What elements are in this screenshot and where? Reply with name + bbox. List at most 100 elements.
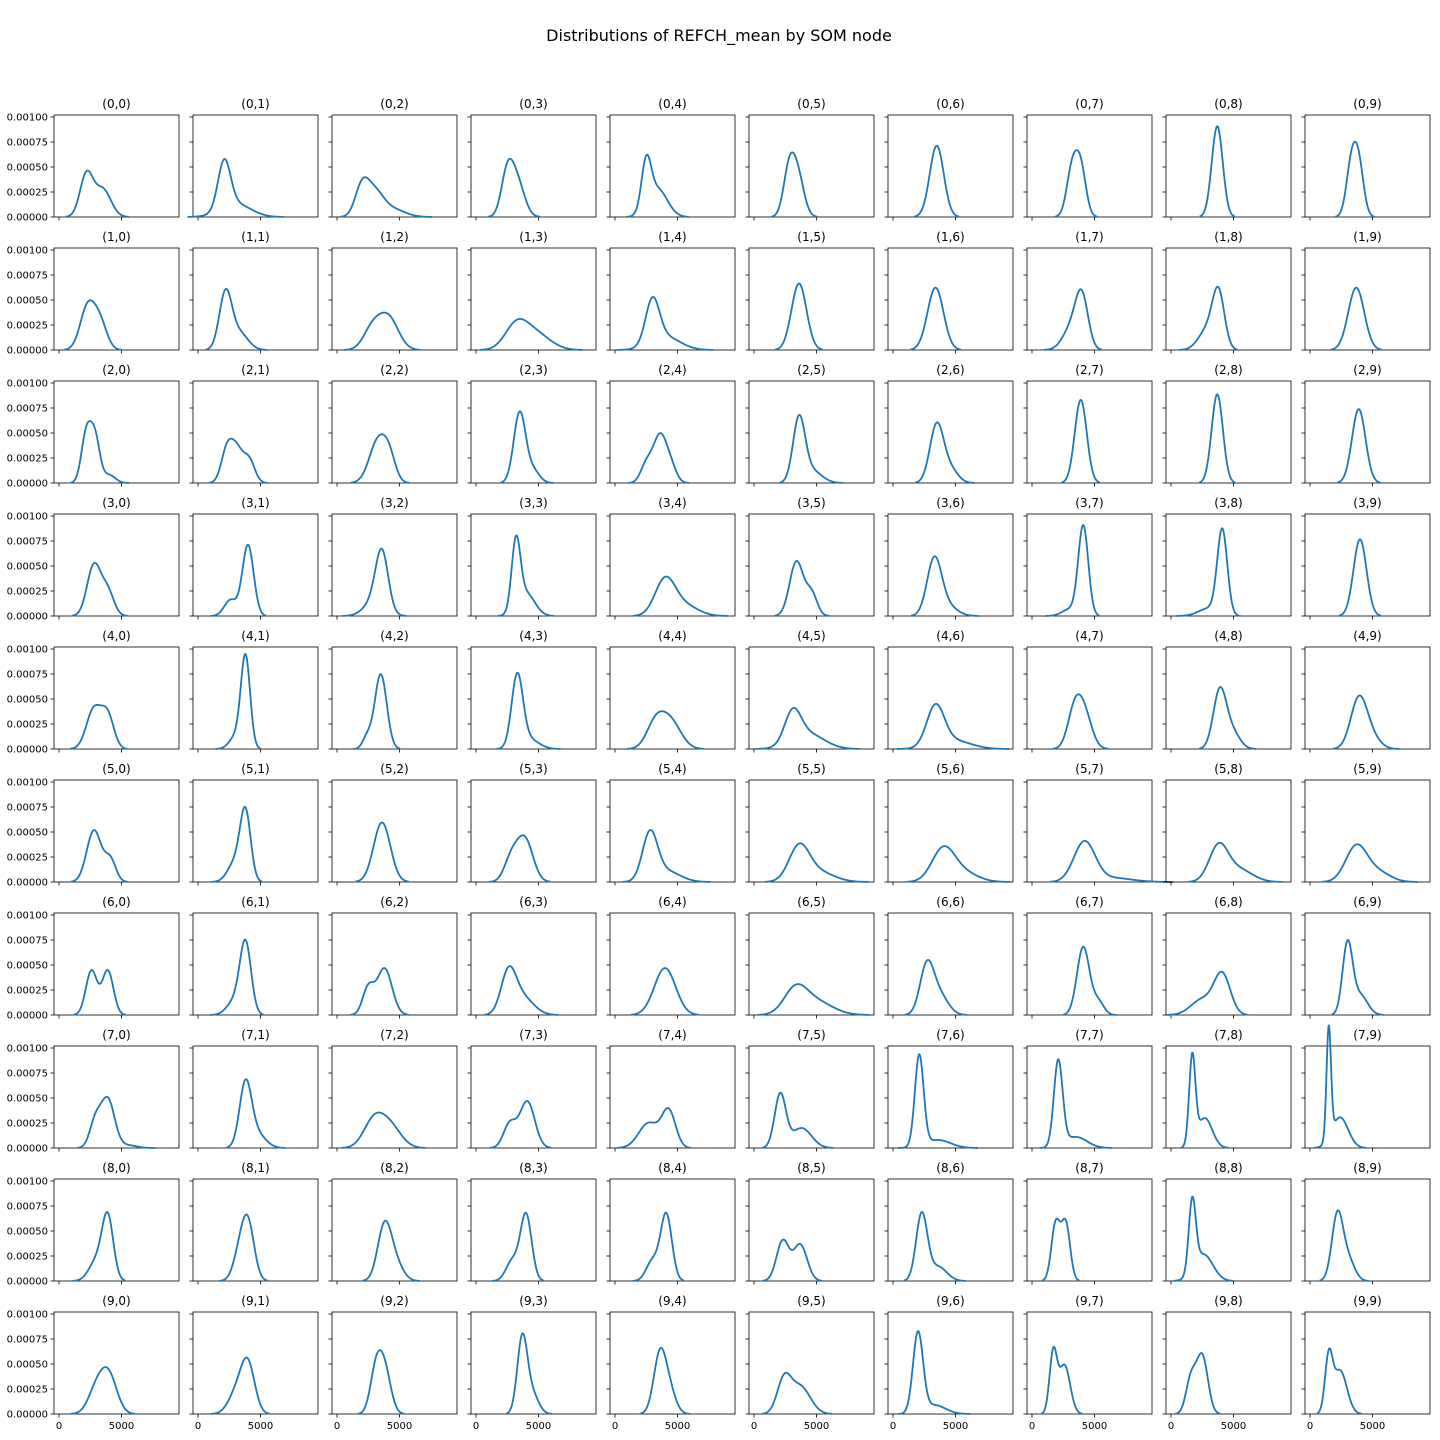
axes-frame	[609, 779, 736, 883]
subplot-8-2: (8,2)	[328, 1161, 458, 1285]
subplot-title: (5,1)	[241, 762, 269, 776]
x-tick-label: 5000	[526, 1421, 551, 1432]
axes-frame	[470, 247, 597, 351]
y-tick-label: 0.00050	[7, 163, 48, 174]
density-line	[70, 829, 129, 883]
subplot-2-5: (2,5)	[745, 363, 875, 487]
density-line	[1175, 527, 1242, 617]
density-line	[343, 311, 421, 351]
subplot-title: (9,4)	[658, 1294, 686, 1308]
subplot-9-4: (9,4) 0 5000	[606, 1294, 736, 1432]
density-line	[1051, 693, 1110, 750]
density-line	[488, 834, 552, 883]
y-tick-label: 0.00025	[7, 720, 48, 731]
subplot-title: (9,1)	[241, 1294, 269, 1308]
y-tick-label: 0.00100	[7, 645, 48, 656]
subplot-title: (2,3)	[519, 363, 547, 377]
density-line	[897, 1053, 979, 1149]
subplot-title: (0,4)	[658, 97, 686, 111]
subplot-5-1: (5,1)	[189, 762, 319, 886]
density-line	[495, 671, 562, 750]
axes-frame	[609, 114, 736, 218]
subplot-title: (4,0)	[102, 629, 130, 643]
subplot-6-9: (6,9)	[1301, 895, 1431, 1019]
axes-frame	[1165, 646, 1292, 750]
density-line	[626, 710, 705, 750]
axes-frame	[609, 912, 736, 1016]
subplot-9-9: (9,9) 0 5000	[1301, 1294, 1431, 1432]
axes-frame	[470, 912, 597, 1016]
x-tick-label: 0	[612, 1421, 618, 1432]
subplot-title: (7,3)	[519, 1028, 547, 1042]
density-line	[69, 704, 129, 750]
subplot-title: (9,5)	[797, 1294, 825, 1308]
subplot-2-1: (2,1)	[189, 363, 319, 487]
density-line	[1174, 1352, 1221, 1415]
subplot-title: (8,9)	[1353, 1161, 1381, 1175]
y-tick-label: 0.00050	[7, 1094, 48, 1105]
subplot-title: (9,0)	[102, 1294, 130, 1308]
x-tick-label: 5000	[1360, 1421, 1385, 1432]
subplot-4-2: (4,2)	[328, 629, 458, 753]
subplot-title: (5,6)	[936, 762, 964, 776]
y-tick-label: 0.00100	[7, 778, 48, 789]
subplot-title: (6,3)	[519, 895, 547, 909]
density-line	[349, 433, 411, 484]
y-tick-label: 0.00100	[7, 379, 48, 390]
y-tick-label: 0.00075	[7, 138, 48, 149]
subplot-3-3: (3,3)	[467, 496, 597, 620]
axes-frame	[1304, 779, 1431, 883]
subplot-0-2: (0,2)	[328, 97, 458, 221]
subplot-title: (6,6)	[936, 895, 964, 909]
x-tick-label: 0	[334, 1421, 340, 1432]
subplot-0-0: (0,0) 0.00000 0.00025 0.00050 0.00075 0.00100	[7, 97, 180, 224]
subplot-2-7: (2,7)	[1023, 363, 1153, 487]
y-tick-label: 0.00075	[7, 803, 48, 814]
subplot-title: (9,6)	[936, 1294, 964, 1308]
y-tick-label: 0.00075	[7, 670, 48, 681]
subplot-3-7: (3,7)	[1023, 496, 1153, 620]
axes-frame	[1165, 247, 1292, 351]
subplot-7-0: (7,0) 0.00000 0.00025 0.00050 0.00075 0.00100	[7, 1028, 180, 1155]
density-line	[616, 296, 714, 351]
subplot-title: (1,7)	[1075, 230, 1103, 244]
axes-frame	[53, 247, 180, 351]
subplot-3-9: (3,9)	[1301, 496, 1431, 620]
density-line	[497, 534, 555, 617]
subplot-title: (3,2)	[380, 496, 408, 510]
subplot-6-4: (6,4)	[606, 895, 736, 1019]
subplot-title: (5,7)	[1075, 762, 1103, 776]
y-tick-label: 0.00075	[7, 1069, 48, 1080]
x-tick-label: 0	[1168, 1421, 1174, 1432]
density-line	[910, 555, 980, 617]
subplot-8-8: (8,8)	[1162, 1161, 1292, 1285]
subplot-title: (3,8)	[1214, 496, 1242, 510]
y-tick-label: 0.00025	[7, 587, 48, 598]
y-tick-label: 0.00000	[7, 1277, 48, 1288]
axes-frame	[748, 114, 875, 218]
density-line	[1041, 1217, 1081, 1282]
density-line	[1165, 970, 1249, 1016]
axes-frame	[53, 513, 180, 617]
axes-frame	[470, 779, 597, 883]
density-line	[1050, 839, 1174, 883]
subplot-1-3: (1,3)	[467, 230, 597, 354]
density-line	[630, 967, 700, 1016]
density-line	[897, 1330, 971, 1415]
y-tick-label: 0.00050	[7, 961, 48, 972]
subplot-5-4: (5,4)	[606, 762, 736, 886]
subplot-8-9: (8,9)	[1301, 1161, 1431, 1285]
axes-frame	[609, 380, 736, 484]
subplot-6-8: (6,8)	[1162, 895, 1292, 1019]
density-line	[484, 965, 559, 1016]
density-line	[208, 437, 268, 484]
axes-frame	[1165, 513, 1292, 617]
y-tick-label: 0.00050	[7, 1360, 48, 1371]
x-tick-label: 5000	[943, 1421, 968, 1432]
axes-frame	[1304, 247, 1431, 351]
y-tick-label: 0.00000	[7, 745, 48, 756]
subplot-title: (9,3)	[519, 1294, 547, 1308]
density-line	[1198, 125, 1236, 218]
axes-frame	[53, 646, 180, 750]
